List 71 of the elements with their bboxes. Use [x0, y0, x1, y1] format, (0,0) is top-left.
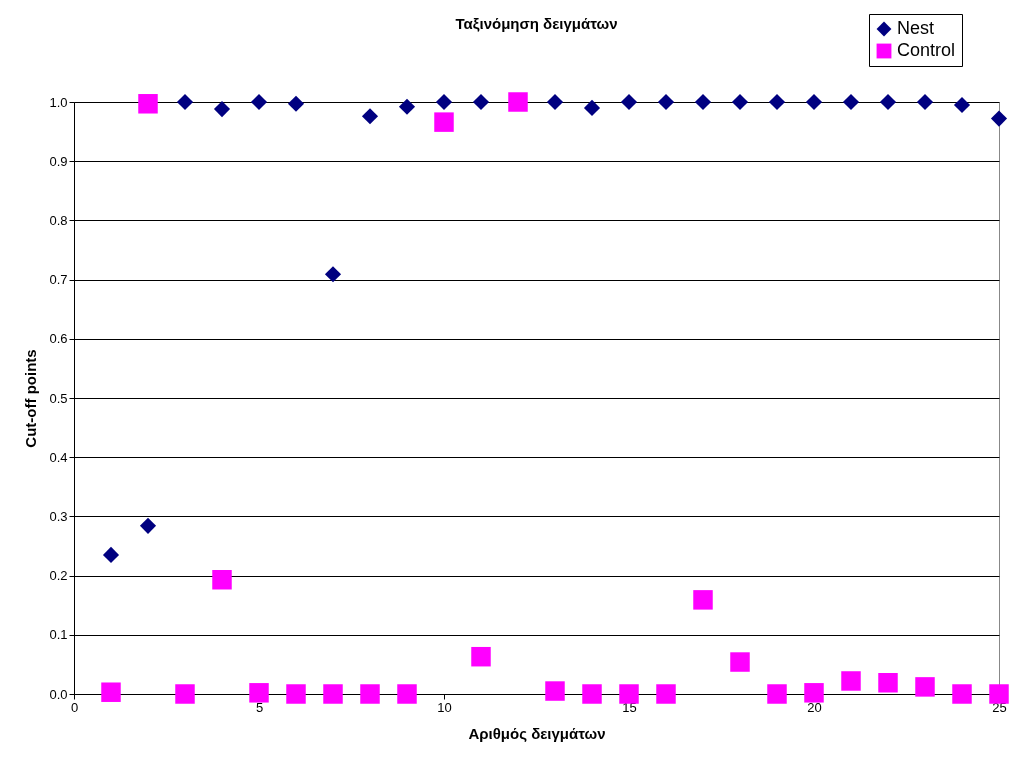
point	[582, 684, 602, 704]
y-tick-label: 0.5	[49, 390, 68, 406]
point	[176, 93, 194, 111]
y-tick-label: 0.7	[49, 272, 68, 288]
point	[693, 590, 713, 610]
x-tick-label: 15	[622, 699, 637, 715]
point	[656, 684, 676, 704]
point	[878, 673, 898, 693]
point	[397, 684, 417, 704]
x-tick-label: 5	[255, 699, 264, 715]
point	[360, 684, 380, 704]
point	[767, 684, 787, 704]
x-tick-label: 10	[437, 699, 452, 715]
point	[175, 684, 195, 704]
point	[879, 93, 897, 111]
point	[213, 101, 231, 118]
point	[805, 93, 823, 111]
point	[138, 94, 158, 114]
y-tick-label: 0.8	[49, 212, 68, 228]
point	[545, 681, 565, 701]
point	[583, 99, 601, 116]
y-tick-label: 0.3	[49, 508, 68, 524]
point	[989, 684, 1009, 704]
point	[249, 683, 269, 703]
point	[139, 517, 157, 534]
y-tick-label: 0.6	[49, 331, 68, 347]
point	[620, 93, 638, 111]
point	[212, 570, 232, 590]
legend-label: Nest	[897, 18, 935, 38]
point	[694, 93, 712, 111]
point	[731, 93, 749, 111]
point	[361, 108, 379, 125]
point	[768, 93, 786, 111]
point	[952, 684, 972, 704]
point	[287, 95, 305, 112]
point	[804, 683, 824, 703]
legend-label: Control	[897, 40, 956, 60]
point	[730, 652, 750, 672]
y-axis-title: Cut-off points	[22, 349, 40, 448]
point	[471, 646, 491, 667]
point	[102, 546, 120, 563]
y-tick-label: 0.9	[49, 153, 68, 169]
y-tick-label: 1.0	[49, 94, 68, 110]
point	[101, 682, 121, 702]
y-tick-label: 0.1	[49, 627, 68, 643]
x-tick-label: 0	[70, 699, 79, 715]
point	[842, 93, 860, 111]
point	[657, 93, 675, 111]
y-tick-label: 0.0	[49, 686, 68, 702]
point	[990, 110, 1008, 127]
point	[435, 93, 453, 111]
chart-title: Ταξινόμηση δειγμάτων	[455, 14, 618, 32]
point	[286, 684, 306, 704]
y-tick-label: 0.4	[49, 449, 68, 465]
point	[915, 677, 935, 697]
point	[508, 92, 528, 112]
point	[398, 98, 416, 115]
point	[324, 266, 342, 283]
point	[546, 93, 564, 111]
point	[250, 93, 268, 111]
point	[472, 93, 490, 111]
point	[323, 684, 343, 704]
point	[619, 684, 639, 704]
x-axis-title: Αριθμός δειγμάτων	[468, 724, 606, 742]
point	[953, 96, 971, 114]
point	[841, 671, 861, 691]
y-tick-label: 0.2	[49, 568, 68, 584]
point	[916, 93, 934, 111]
x-tick-label: 20	[807, 699, 822, 715]
point	[434, 112, 454, 132]
x-tick-label: 25	[992, 699, 1007, 715]
